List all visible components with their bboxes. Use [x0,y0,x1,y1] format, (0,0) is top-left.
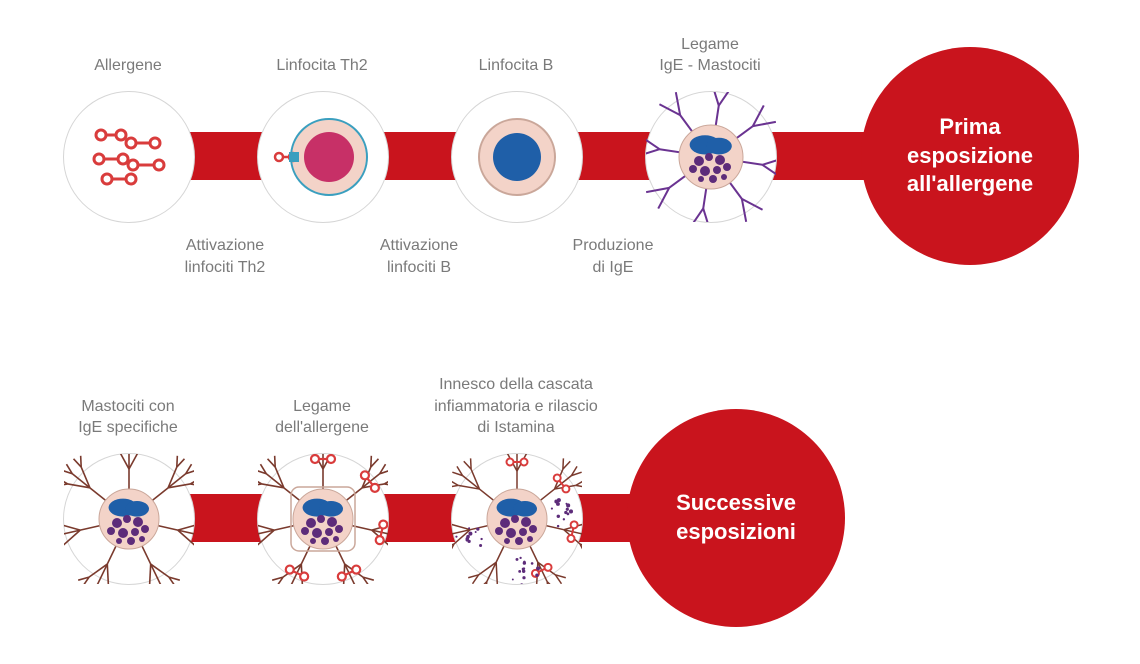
between-label: Attivazione linfociti B [319,235,519,278]
node-legallerg [257,453,389,585]
node-top-label: Legame dell'allergene [212,396,432,439]
between-label: Produzione di IgE [513,235,713,278]
node-allergene [63,91,195,223]
mast_release-icon [452,454,582,584]
node-top-label: Allergene [18,55,238,77]
between-label: Attivazione linfociti Th2 [125,235,325,278]
phase-endcap: Successive esposizioni [627,409,845,627]
node-top-label: Linfocita Th2 [212,55,432,77]
th2-icon [258,92,388,222]
node-linfB [451,91,583,223]
bcell-icon [452,92,582,222]
mast_bound-icon [258,454,388,584]
mast_ige-icon [646,92,776,222]
allergen-icon [64,92,194,222]
node-top-label: Legame IgE - Mastociti [600,34,820,77]
phase-endcap: Prima esposizione all'allergene [861,47,1079,265]
node-th2 [257,91,389,223]
node-top-label: Linfocita B [406,55,626,77]
node-mastige [63,453,195,585]
node-mastleg [645,91,777,223]
connector-bar [120,494,710,542]
node-top-label: Mastociti con IgE specifiche [18,396,238,439]
node-top-label: Innesco della cascata infiammatoria e ri… [406,374,626,439]
mast_branched-icon [64,454,194,584]
node-cascade [451,453,583,585]
